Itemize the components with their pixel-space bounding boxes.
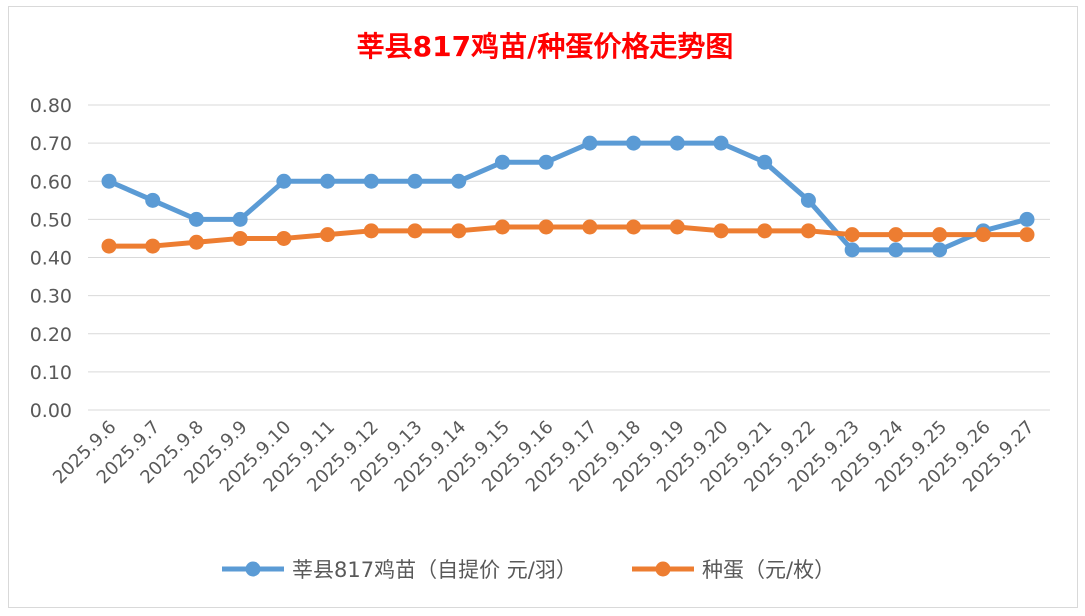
data-point	[844, 242, 860, 258]
data-point	[975, 227, 991, 243]
data-point	[451, 223, 467, 239]
y-tick-label: 0.50	[30, 209, 72, 231]
legend-label: 莘县817鸡苗（自提价 元/羽）	[292, 558, 577, 582]
data-point	[757, 154, 773, 170]
data-point	[582, 219, 598, 235]
grid	[88, 104, 1050, 411]
series-lines	[101, 135, 1035, 258]
x-axis: 2025.9.62025.9.72025.9.82025.9.92025.9.1…	[49, 417, 1039, 497]
data-point	[713, 135, 729, 151]
data-point	[188, 234, 204, 250]
data-point	[713, 223, 729, 239]
series-line	[109, 224, 1027, 249]
data-point	[232, 211, 248, 227]
data-point	[494, 154, 510, 170]
data-point	[451, 173, 467, 189]
chart-title: 莘县817鸡苗/种蛋价格走势图	[357, 30, 734, 63]
series-line	[108, 140, 1028, 253]
data-point	[800, 192, 816, 208]
data-point	[800, 223, 816, 239]
data-point	[1019, 211, 1035, 227]
data-point	[494, 219, 510, 235]
legend: 莘县817鸡苗（自提价 元/羽） 种蛋（元/枚）	[222, 558, 835, 582]
series-1	[101, 219, 1035, 254]
series-0	[101, 135, 1035, 258]
data-point	[363, 173, 379, 189]
data-point	[538, 219, 554, 235]
data-point	[888, 227, 904, 243]
data-point	[844, 227, 860, 243]
legend-item-0: 莘县817鸡苗（自提价 元/羽）	[222, 558, 577, 582]
y-tick-label: 0.00	[30, 400, 72, 422]
data-point	[1019, 227, 1035, 243]
y-axis: 0.00 0.10 0.20 0.30 0.40 0.50 0.60 0.70 0.80	[30, 95, 72, 422]
data-point	[101, 238, 117, 254]
data-point	[582, 135, 598, 151]
legend-marker	[655, 561, 671, 577]
data-point	[538, 154, 554, 170]
data-point	[407, 173, 423, 189]
y-tick-label: 0.60	[30, 171, 72, 193]
data-point	[232, 230, 248, 246]
chart-frame	[8, 6, 1078, 608]
data-point	[757, 223, 773, 239]
data-point	[188, 211, 204, 227]
legend-label: 种蛋（元/枚）	[702, 558, 835, 582]
data-point	[407, 223, 423, 239]
legend-item-1: 种蛋（元/枚）	[632, 558, 835, 582]
y-tick-label: 0.20	[30, 324, 72, 346]
data-point	[626, 135, 642, 151]
data-point	[320, 173, 336, 189]
data-point	[626, 219, 642, 235]
data-point	[101, 173, 117, 189]
y-tick-label: 0.80	[30, 95, 72, 117]
data-point	[276, 230, 292, 246]
data-point	[669, 135, 685, 151]
data-point	[320, 227, 336, 243]
data-point	[145, 192, 161, 208]
y-tick-label: 0.40	[30, 248, 72, 270]
data-point	[932, 227, 948, 243]
data-point	[276, 173, 292, 189]
legend-marker	[245, 561, 261, 577]
data-point	[145, 238, 161, 254]
y-tick-label: 0.10	[30, 362, 72, 384]
data-point	[932, 242, 948, 258]
data-point	[363, 223, 379, 239]
y-tick-label: 0.70	[30, 133, 72, 155]
data-point	[888, 242, 904, 258]
y-tick-label: 0.30	[30, 286, 72, 308]
data-point	[669, 219, 685, 235]
